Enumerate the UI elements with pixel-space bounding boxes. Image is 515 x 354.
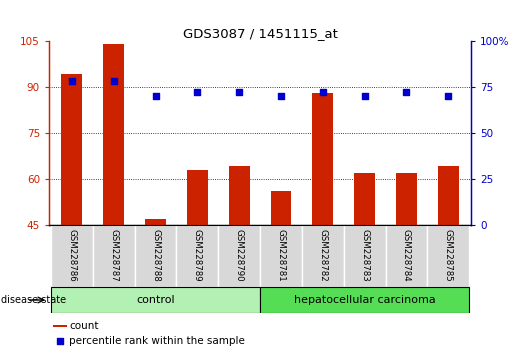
- Point: [402, 90, 410, 95]
- Bar: [386, 225, 427, 287]
- Point: [110, 78, 118, 84]
- Text: GSM228786: GSM228786: [67, 229, 76, 282]
- Bar: [218, 225, 260, 287]
- Text: GSM228784: GSM228784: [402, 229, 411, 282]
- Point: [151, 93, 160, 99]
- Text: GSM228783: GSM228783: [360, 229, 369, 282]
- Bar: [354, 173, 375, 225]
- Bar: [260, 225, 302, 287]
- Point: [360, 93, 369, 99]
- Bar: [438, 166, 459, 225]
- Bar: [145, 219, 166, 225]
- Bar: [260, 287, 469, 313]
- Text: GSM228789: GSM228789: [193, 229, 202, 282]
- Point: [193, 90, 201, 95]
- Text: hepatocellular carcinoma: hepatocellular carcinoma: [294, 295, 436, 305]
- Text: percentile rank within the sample: percentile rank within the sample: [70, 336, 245, 346]
- Bar: [187, 170, 208, 225]
- Title: GDS3087 / 1451115_at: GDS3087 / 1451115_at: [183, 27, 337, 40]
- Text: GSM228787: GSM228787: [109, 229, 118, 282]
- Bar: [427, 225, 469, 287]
- Point: [319, 90, 327, 95]
- Bar: [302, 225, 344, 287]
- Text: disease state: disease state: [1, 295, 65, 305]
- Bar: [312, 93, 333, 225]
- Text: GSM228785: GSM228785: [444, 229, 453, 282]
- Text: GSM228790: GSM228790: [235, 229, 244, 282]
- Point: [277, 93, 285, 99]
- Bar: [177, 225, 218, 287]
- Bar: [270, 191, 291, 225]
- Bar: [51, 225, 93, 287]
- Point: [56, 338, 64, 344]
- Text: GSM228781: GSM228781: [277, 229, 285, 282]
- Text: GSM228788: GSM228788: [151, 229, 160, 282]
- Text: GSM228782: GSM228782: [318, 229, 328, 282]
- Bar: [396, 173, 417, 225]
- Text: count: count: [70, 321, 99, 331]
- Bar: [104, 44, 124, 225]
- Bar: [134, 225, 177, 287]
- Text: control: control: [136, 295, 175, 305]
- Bar: [53, 325, 67, 327]
- Bar: [344, 225, 386, 287]
- Point: [444, 93, 452, 99]
- Point: [235, 90, 243, 95]
- Bar: [229, 166, 250, 225]
- Bar: [93, 225, 134, 287]
- Point: [68, 78, 76, 84]
- Bar: [51, 287, 260, 313]
- Bar: [61, 74, 82, 225]
